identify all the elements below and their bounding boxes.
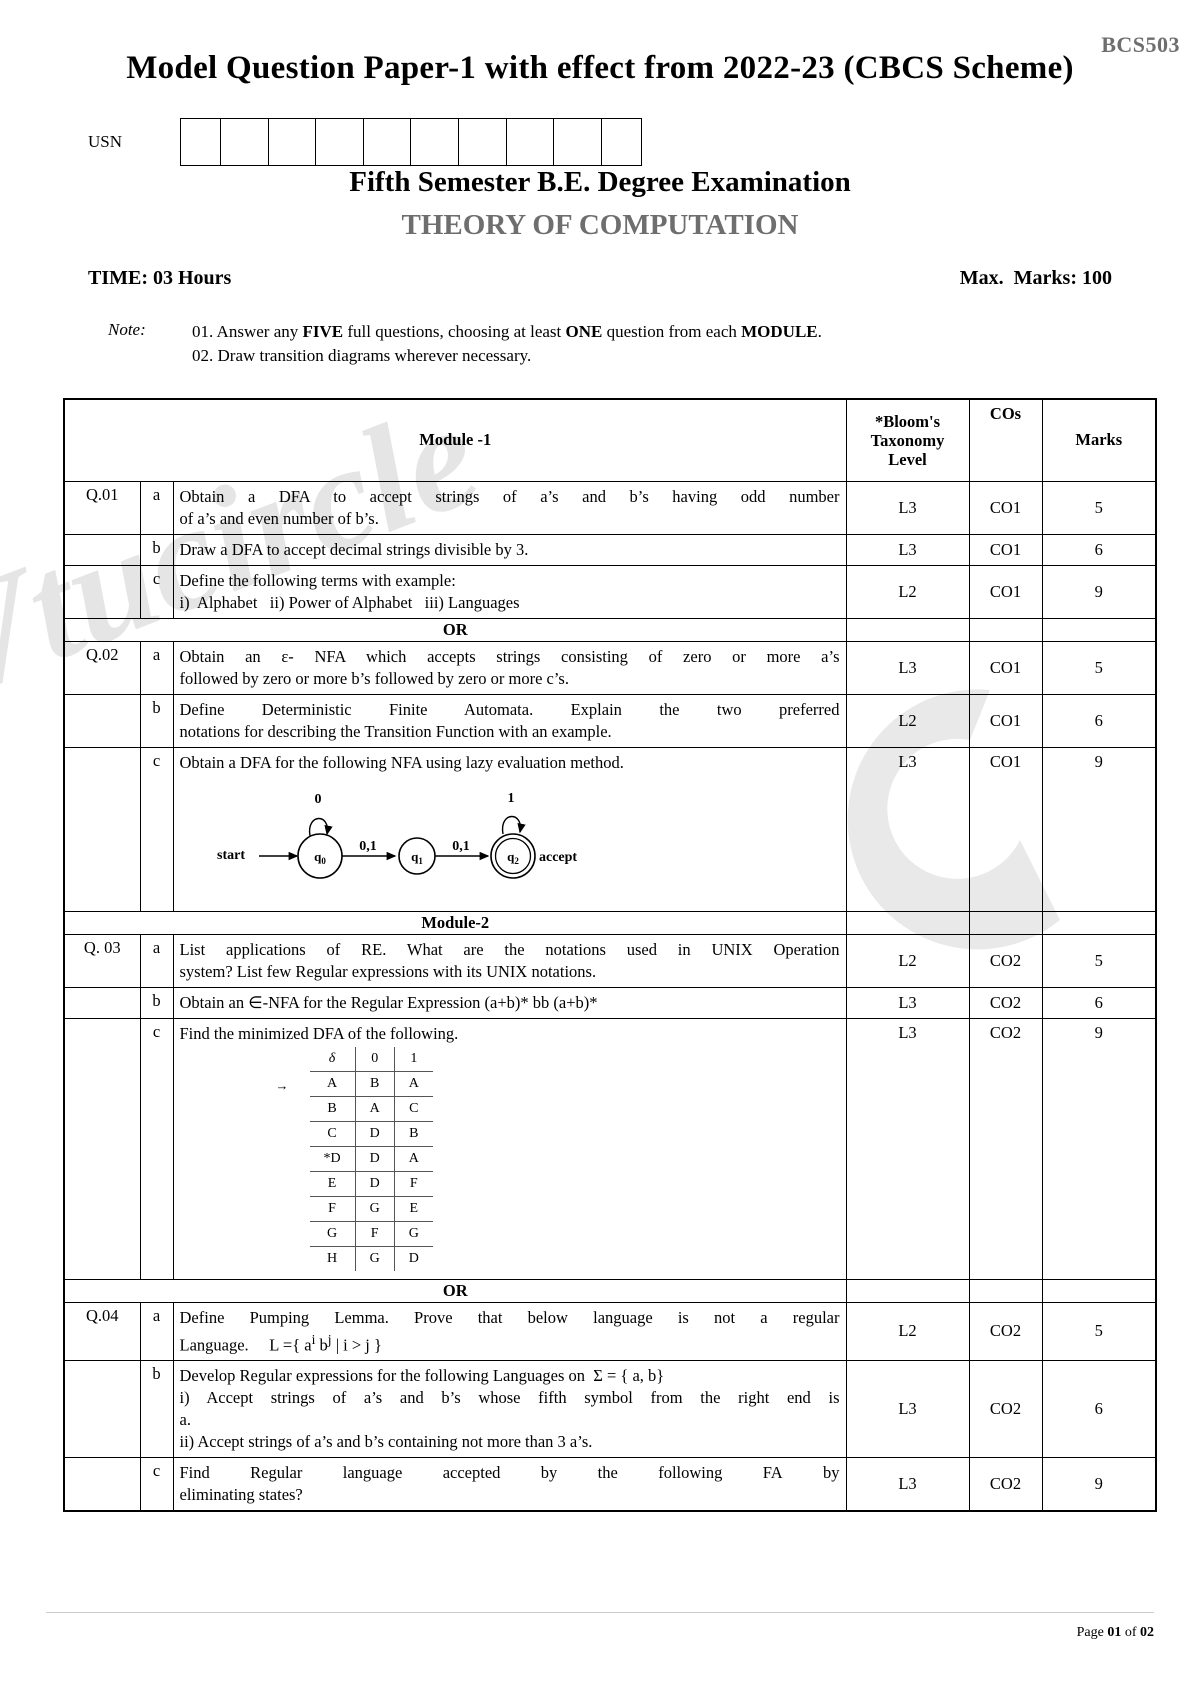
svg-text:start: start bbox=[217, 848, 245, 863]
svg-text:0,1: 0,1 bbox=[359, 839, 377, 854]
svg-text:0: 0 bbox=[314, 792, 321, 807]
svg-text:q1: q1 bbox=[411, 849, 423, 866]
svg-text:accept: accept bbox=[539, 850, 577, 865]
svg-text:q0: q0 bbox=[314, 849, 326, 866]
svg-text:q2: q2 bbox=[507, 849, 519, 866]
svg-text:1: 1 bbox=[507, 791, 514, 806]
svg-text:0,1: 0,1 bbox=[452, 839, 470, 854]
